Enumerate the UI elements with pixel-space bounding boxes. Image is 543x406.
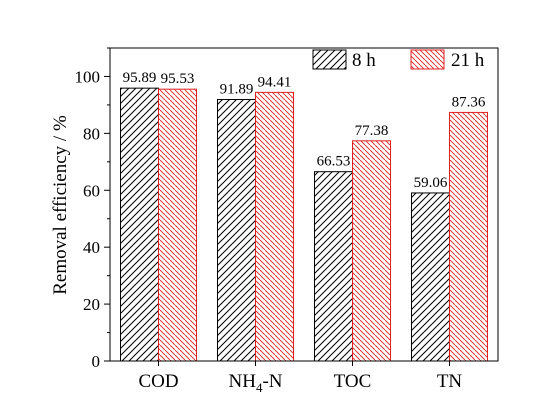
bar-8h-2 [314,171,353,362]
value-label-8h-1: 91.89 [220,82,254,98]
y-tick-label-5: 100 [75,67,101,86]
legend-item-8h: 8 h [312,49,376,71]
bar-21h-1 [255,91,294,362]
legend: 8 h 21 h [312,49,485,71]
x-tick-label-1: NH4-N [228,371,282,395]
legend-label-21h: 21 h [451,50,485,71]
bar-21h-3 [449,111,488,362]
value-label-8h-0: 95.89 [123,70,157,86]
bar-21h-2 [352,140,391,362]
bar-8h-0 [120,87,159,362]
x-tick-label-3: TN [437,371,463,392]
bar-21h-0 [158,88,197,362]
y-tick-label-0: 0 [92,352,101,371]
bars [120,87,488,362]
bar-8h-3 [411,192,450,362]
value-label-21h-3: 87.36 [452,94,486,110]
legend-swatch-8h [312,49,347,70]
y-tick-label-4: 80 [83,124,100,143]
x-tick-label-2: TOC [334,371,372,392]
value-label-8h-3: 59.06 [414,175,448,191]
legend-item-21h: 21 h [410,49,485,71]
value-label-8h-2: 66.53 [317,154,351,170]
value-label-21h-2: 77.38 [355,123,389,139]
y-tick-label-1: 20 [83,295,100,314]
bar-8h-1 [217,99,256,362]
value-label-21h-1: 94.41 [258,74,292,90]
legend-label-8h: 8 h [352,50,376,71]
value-label-21h-0: 95.53 [161,71,195,87]
y-tick-label-2: 40 [83,238,100,257]
plot-frame [109,47,499,362]
y-axis-title: Removal efficiency / % [50,115,71,295]
x-axis: COD NH4-N TOC TN [138,361,462,395]
legend-swatch-21h [410,49,445,70]
y-tick-label-3: 60 [83,181,100,200]
y-axis: 0 20 40 60 80 100 [75,47,110,371]
x-tick-label-0: COD [138,371,178,392]
